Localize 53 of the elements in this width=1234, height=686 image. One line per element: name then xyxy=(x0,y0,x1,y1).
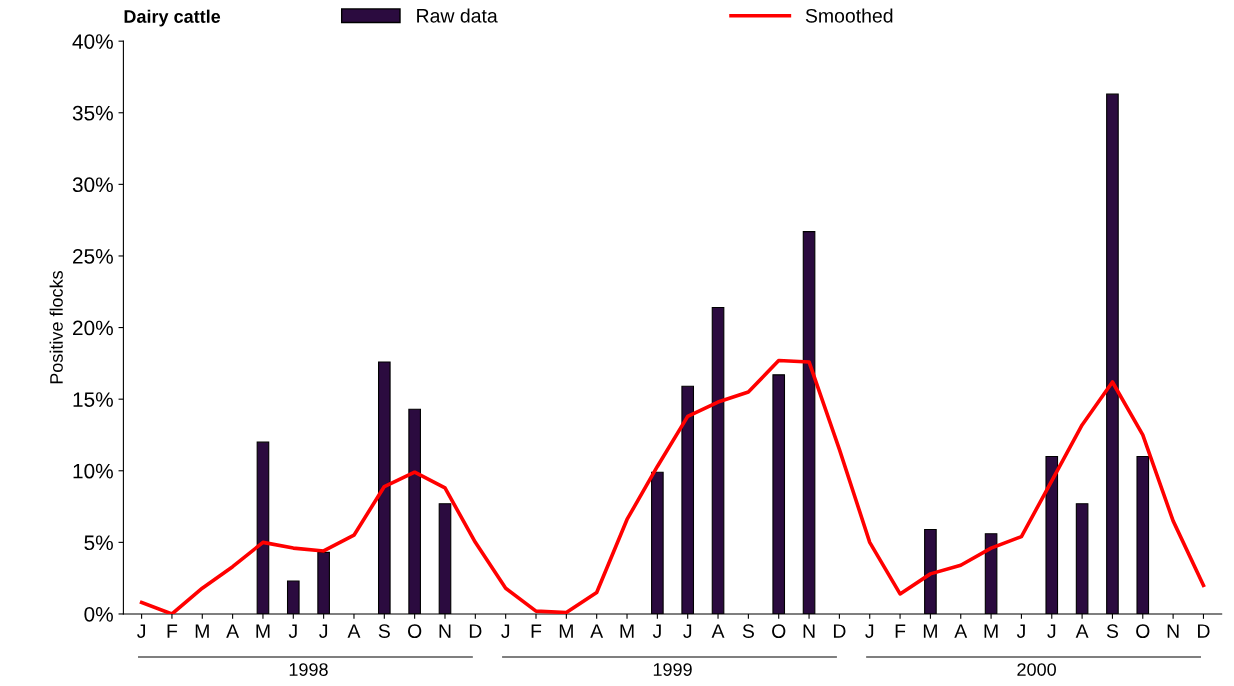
y-tick-label: 20% xyxy=(73,320,113,336)
x-tick-label: M xyxy=(620,624,634,638)
y-tick-label: 35% xyxy=(72,105,113,121)
line-series xyxy=(139,358,1206,614)
x-tick-label: J xyxy=(1047,624,1056,638)
x-tick-label: N xyxy=(439,624,451,638)
y-axis-title: Positive flocks xyxy=(49,271,63,384)
x-tick-label: A xyxy=(1075,624,1089,638)
chart-title: Dairy cattle xyxy=(124,9,221,27)
x-tick-label: S xyxy=(378,624,390,638)
y-tick-label: 10% xyxy=(73,463,113,479)
x-tick-label: O xyxy=(1136,624,1150,638)
y-tick-label: 0% xyxy=(84,606,113,622)
x-tick-label: M xyxy=(559,624,573,638)
x-tick-label: D xyxy=(469,624,482,638)
x-tick-label: F xyxy=(531,624,542,638)
x-tick-label: J xyxy=(683,624,692,638)
text: 1999 xyxy=(653,663,692,676)
x-tick-label: J xyxy=(288,624,297,638)
x-tick-label: J xyxy=(137,624,146,638)
text: 2000 xyxy=(1017,663,1056,676)
x-tick-label: N xyxy=(1167,624,1179,638)
x-tick-label: D xyxy=(1198,624,1210,638)
x-tick-label: F xyxy=(167,624,178,638)
legend-label: Smoothed xyxy=(805,8,893,23)
x-tick-label: A xyxy=(226,624,240,638)
x-tick-label: O xyxy=(408,624,422,638)
x-tick-label: F xyxy=(895,624,906,638)
x-tick-label: J xyxy=(865,624,874,638)
x-tick-label: S xyxy=(1106,624,1119,638)
y-tick-label: 30% xyxy=(72,177,113,193)
legend-label: Raw data xyxy=(417,8,498,23)
x-tick-label: J xyxy=(501,624,510,638)
x-tick-label: O xyxy=(772,624,786,638)
y-tick-label: 5% xyxy=(84,535,113,551)
x-tick-label: S xyxy=(742,624,754,638)
x-tick-label: A xyxy=(590,624,604,638)
text: 1998 xyxy=(289,663,328,676)
x-tick-label: J xyxy=(1016,624,1025,638)
y-tick-label: 40% xyxy=(72,34,113,49)
x-tick-label: A xyxy=(954,624,968,638)
x-tick-label: D xyxy=(833,624,846,638)
x-tick-label: M xyxy=(984,624,998,638)
x-tick-label: M xyxy=(923,624,937,638)
x-tick-label: J xyxy=(652,624,661,638)
x-tick-label: M xyxy=(195,624,209,638)
x-tick-label: M xyxy=(256,624,270,638)
x-tick-label: A xyxy=(711,624,725,638)
x-tick-label: N xyxy=(803,624,815,638)
x-tick-label: J xyxy=(319,624,328,638)
y-tick-label: 25% xyxy=(73,248,113,264)
y-tick-label: 15% xyxy=(73,392,113,407)
x-tick-label: A xyxy=(347,624,361,638)
